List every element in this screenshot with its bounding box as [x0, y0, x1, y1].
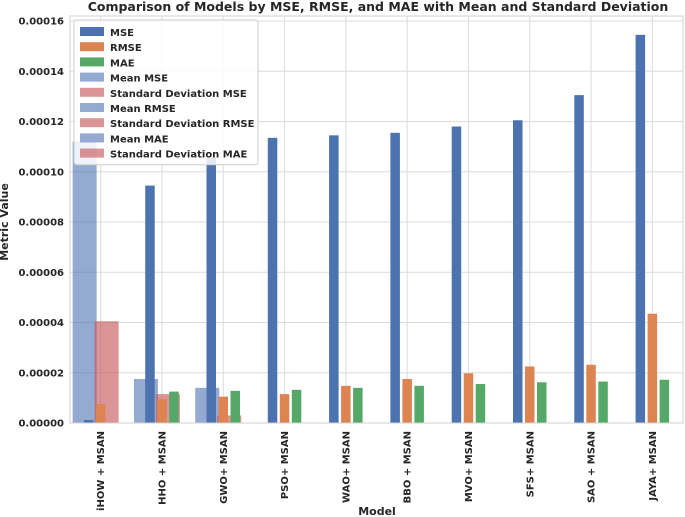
- mse-bar: [206, 157, 216, 423]
- rmse-bar: [95, 404, 106, 423]
- y-tick-label: 0.00002: [18, 368, 64, 379]
- y-tick-label: 0.00014: [18, 67, 64, 78]
- mse-bar: [635, 34, 646, 424]
- mae-bar: [414, 385, 424, 423]
- legend-swatch: [80, 42, 104, 52]
- mae-bar: [169, 391, 179, 423]
- legend-label: Standard Deviation MAE: [110, 150, 247, 161]
- legend-swatch: [80, 87, 104, 97]
- rmse-bar: [647, 313, 658, 423]
- legend-swatch: [80, 148, 104, 158]
- y-tick-label: 0.00010: [18, 167, 64, 178]
- mse-bar: [83, 419, 94, 423]
- rmse-bar: [279, 394, 290, 423]
- rmse-bar: [586, 364, 596, 423]
- mse-bar: [513, 120, 523, 424]
- y-tick-label: 0.00006: [18, 268, 64, 279]
- legend-swatch: [80, 103, 104, 112]
- bars: [72, 34, 670, 424]
- mae-bar: [291, 389, 302, 423]
- y-tick-label: 0.00000: [18, 419, 64, 430]
- rmse-bar: [463, 373, 474, 423]
- legend-swatch: [80, 27, 104, 36]
- rmse-bar: [341, 385, 351, 423]
- legend-label: RMSE: [110, 43, 142, 54]
- legend-label: Standard Deviation MSE: [110, 89, 247, 100]
- legend-label: Mean MSE: [110, 74, 168, 85]
- legend-label: MSE: [110, 28, 134, 39]
- x-tick-label: BBO + MSAN: [403, 431, 414, 503]
- legend-swatch: [80, 118, 104, 128]
- mse-bar: [390, 132, 400, 423]
- mse-bar: [145, 185, 155, 423]
- x-axis: iHOW + MSAN HHO + MSAN GWO+ MSAN PSO+ MSAN W…: [96, 431, 659, 511]
- legend-box: [73, 19, 259, 166]
- legend-label: Mean MAE: [110, 134, 169, 145]
- rmse-bar: [157, 399, 167, 423]
- legend-label: Mean RMSE: [110, 104, 176, 115]
- legend: MSE RMSE MAE Mean MSE Standard Deviation MSE…: [73, 19, 259, 166]
- x-tick-label: WAO+ MSAN: [341, 431, 352, 503]
- legend-label: Standard Deviation RMSE: [110, 119, 255, 130]
- x-tick-label: HHO + MSAN: [157, 431, 168, 505]
- y-tick-label: 0.00016: [18, 17, 64, 28]
- x-tick-label: iHOW + MSAN: [96, 431, 107, 511]
- mae-bar: [353, 387, 363, 423]
- mse-bar: [451, 126, 462, 423]
- rmse-bar: [525, 366, 535, 423]
- stat-bar-standard-deviation-mae: [217, 415, 242, 423]
- stat-bar-mean-mse: [72, 141, 97, 423]
- mae-bar: [475, 384, 486, 423]
- plot-area: [69, 15, 684, 424]
- mse-bar: [574, 95, 584, 423]
- plot-frame: [69, 15, 684, 424]
- mae-bar: [598, 381, 608, 423]
- x-tick-label: SFS+ MSAN: [525, 431, 536, 497]
- legend-swatch: [80, 57, 104, 67]
- x-tick-label: MVO+ MSAN: [464, 431, 475, 502]
- y-tick-label: 0.00012: [18, 117, 64, 128]
- legend-label: MAE: [110, 58, 135, 69]
- mse-bar: [329, 135, 339, 423]
- mae-bar: [659, 379, 670, 423]
- x-tick-label: SAO + MSAN: [587, 431, 598, 503]
- x-tick-label: PSO+ MSAN: [280, 431, 291, 499]
- legend-swatch: [80, 133, 104, 143]
- mae-bar: [230, 390, 240, 423]
- legend-swatch: [80, 72, 104, 82]
- y-axis: 0.00000 0.00002 0.00004 0.00006 0.00008 0.000…: [18, 17, 64, 430]
- x-tick-label: GWO+ MSAN: [219, 431, 230, 504]
- rmse-bar: [402, 379, 412, 423]
- y-tick-label: 0.00008: [18, 218, 64, 229]
- mse-bar: [267, 137, 278, 424]
- x-tick-label: JAYA+ MSAN: [648, 431, 659, 502]
- x-axis-label: Model: [358, 505, 396, 517]
- chart-title: Comparison of Models by MSE, RMSE, and M…: [88, 0, 669, 14]
- y-axis-label: Metric Value: [0, 183, 11, 261]
- mae-bar: [537, 382, 547, 423]
- rmse-bar: [218, 396, 228, 423]
- y-tick-label: 0.00004: [18, 318, 64, 329]
